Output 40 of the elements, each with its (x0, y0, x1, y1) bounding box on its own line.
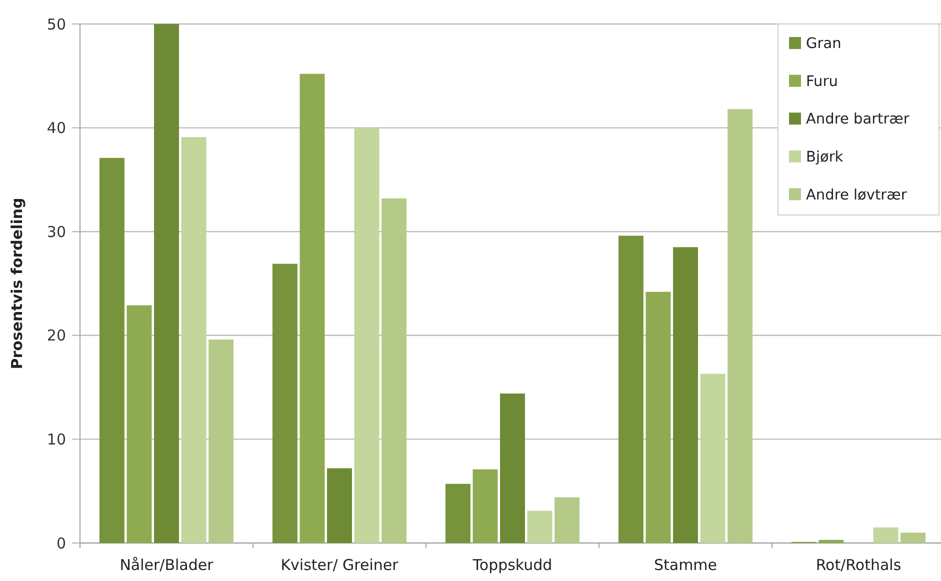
y-tick-label: 50 (46, 15, 66, 34)
x-tick-label: Kvister/ Greiner (280, 556, 400, 574)
x-tick-label: Stamme (654, 556, 718, 574)
bar (700, 374, 726, 543)
bar (900, 532, 926, 543)
bar (99, 158, 124, 543)
legend-label: Gran (806, 36, 842, 52)
bar (154, 24, 179, 543)
bar (646, 292, 671, 543)
bar (126, 305, 152, 543)
y-tick-label: 0 (56, 534, 66, 552)
bar (818, 540, 844, 543)
bar (300, 74, 325, 543)
y-tick-label: 40 (46, 119, 66, 138)
legend-label: Andre løvtrær (806, 187, 907, 204)
y-tick-label: 20 (46, 326, 66, 345)
legend-label: Bjørk (806, 149, 844, 166)
bar (327, 468, 352, 543)
x-tick-label: Nåler/Blader (120, 556, 214, 574)
bar (673, 247, 698, 543)
y-tick-label: 10 (46, 430, 66, 448)
bar (873, 527, 898, 543)
bar (181, 137, 206, 543)
y-axis-title: Prosentvis fordeling (8, 198, 26, 370)
x-tick-label: Toppskudd (472, 556, 552, 574)
bar (554, 497, 580, 543)
legend-label: Furu (806, 74, 838, 90)
x-tick-label: Rot/Rothals (816, 556, 902, 574)
bar (445, 484, 470, 543)
bar (272, 264, 298, 543)
legend-label: Andre bartrær (806, 112, 910, 128)
bar (527, 510, 552, 543)
y-tick-label: 30 (46, 222, 66, 241)
bar (354, 128, 380, 543)
bar (500, 394, 525, 543)
bar (472, 469, 498, 543)
bar (382, 198, 407, 543)
bar (618, 236, 644, 543)
bar (208, 340, 234, 543)
bar (728, 109, 753, 543)
